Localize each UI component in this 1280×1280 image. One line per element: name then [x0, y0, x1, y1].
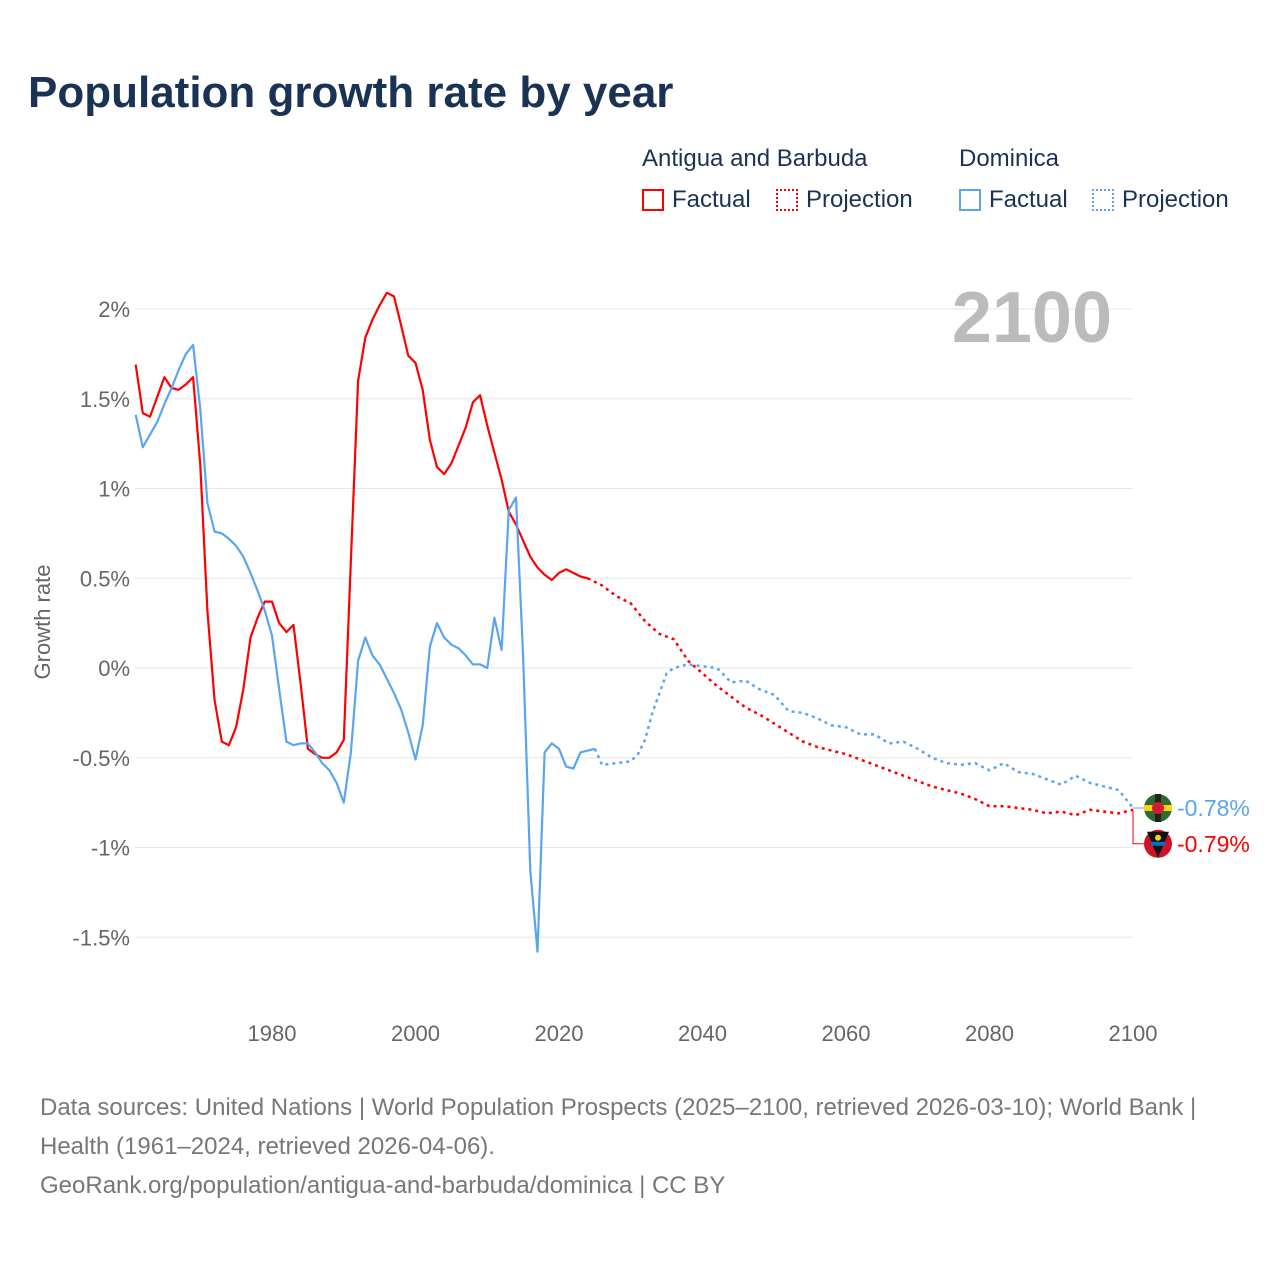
legend-dominica-factual[interactable]: Factual: [959, 186, 1068, 214]
source-url[interactable]: GeoRank.org/population/antigua-and-barbu…: [40, 1172, 726, 1199]
y-tick-label: 0%: [98, 656, 130, 681]
y-tick-label: 1%: [98, 477, 130, 502]
legend-label: Projection: [1122, 186, 1229, 213]
plot-area: 2% 1.5% 1% 0.5% 0% -0.5% -1% -1.5% 1980 2000 2020 2…: [30, 278, 1250, 1046]
dominica-projection-line: [593, 663, 1134, 809]
x-tick-label: 2080: [965, 1021, 1014, 1046]
y-tick-label: -0.5%: [73, 746, 130, 771]
solid-swatch-icon: [959, 189, 981, 211]
legend-antigua-projection[interactable]: Projection: [776, 186, 913, 214]
x-tick-label: 2000: [391, 1021, 440, 1046]
data-sources: Data sources: United Nations | World Pop…: [40, 1094, 1197, 1160]
y-tick-label: -1%: [91, 836, 130, 861]
antigua-flag-icon: [1144, 829, 1172, 858]
legend-dominica-projection[interactable]: Projection: [1092, 186, 1229, 214]
x-tick-label: 2020: [535, 1021, 584, 1046]
legend-label: Projection: [806, 186, 913, 213]
y-tick-label: 0.5%: [80, 566, 130, 591]
y-axis-label: Growth rate: [30, 565, 55, 680]
y-tick-label: 2%: [98, 297, 130, 322]
y-tick-label: 1.5%: [80, 387, 130, 412]
x-tick-label: 2100: [1109, 1021, 1158, 1046]
dominica-flag-icon: [1144, 794, 1172, 823]
y-tick-label: -1.5%: [73, 925, 130, 950]
x-tick-label: 1980: [248, 1021, 297, 1046]
year-overlay: 2100: [952, 278, 1112, 358]
antigua-end-label: -0.79%: [1177, 831, 1250, 857]
dotted-swatch-icon: [776, 189, 798, 211]
antigua-factual-line: [134, 291, 588, 759]
flag-sun: [1155, 834, 1161, 841]
legend-label: Factual: [672, 186, 751, 213]
dominica-end-label: -0.78%: [1177, 795, 1250, 821]
x-tick-label: 2040: [678, 1021, 727, 1046]
legend-antigua-factual[interactable]: Factual: [642, 186, 751, 214]
legend-label: Factual: [989, 186, 1068, 213]
dotted-swatch-icon: [1092, 189, 1114, 211]
antigua-projection-line: [587, 577, 1134, 817]
legend-group-antigua: Antigua and Barbuda: [642, 145, 868, 172]
x-tick-label: 2060: [822, 1021, 871, 1046]
footer: Data sources: United Nations | World Pop…: [40, 1088, 1240, 1205]
antigua-leader-line: [1132, 809, 1145, 845]
flag-disc: [1152, 802, 1164, 815]
solid-swatch-icon: [642, 189, 664, 211]
dominica-factual-line: [134, 343, 596, 953]
flag-band: [1151, 841, 1165, 846]
chart-title: Population growth rate by year: [28, 68, 674, 117]
legend-group-dominica: Dominica: [959, 145, 1060, 172]
